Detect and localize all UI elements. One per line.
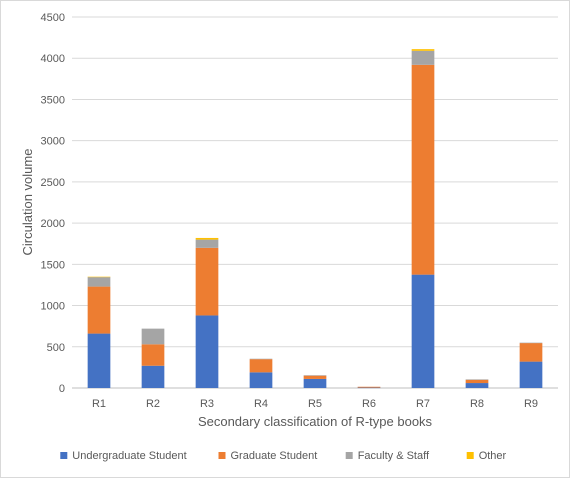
x-tick-label: R4 (254, 398, 268, 410)
bar-segment (303, 378, 327, 388)
bar-segment (357, 386, 381, 388)
bar-segment (303, 375, 327, 376)
bar-segment (411, 49, 435, 51)
y-tick-label: 500 (47, 342, 65, 354)
legend-swatch (466, 452, 474, 459)
x-tick-label: R5 (308, 398, 322, 410)
x-tick-label: R6 (362, 398, 376, 410)
bar-segment (249, 358, 273, 360)
y-tick-label: 4000 (41, 53, 65, 65)
legend-swatch (345, 452, 353, 459)
y-tick-label: 1000 (41, 301, 65, 313)
legend-label: Other (479, 450, 507, 462)
bar-segment (519, 343, 543, 362)
bar-segment (87, 277, 111, 287)
x-tick-label: R8 (470, 398, 484, 410)
y-tick-label: 3000 (41, 136, 65, 148)
bar-segment (249, 359, 273, 373)
bar-segment (357, 387, 381, 389)
y-tick-label: 1500 (41, 259, 65, 271)
x-tick-label: R1 (92, 398, 106, 410)
bar-segment (411, 50, 435, 65)
bar-segment (141, 344, 165, 366)
x-tick-labels: R1 R2 R3 R4 R5 R6 R7 R8 R9 (92, 398, 538, 410)
bar-segment (195, 247, 219, 316)
y-tick-label: 4500 (41, 12, 65, 24)
bar-segment (87, 276, 111, 278)
x-tick-label: R9 (524, 398, 538, 410)
y-tick-labels: 0 500 1000 1500 2000 2500 3000 3500 4000 4500 (41, 12, 65, 395)
x-tick-label: R7 (416, 398, 430, 410)
y-tick-label: 2000 (41, 218, 65, 230)
bar-segment (411, 64, 435, 275)
x-tick-label: R2 (146, 398, 160, 410)
y-tick-label: 0 (59, 383, 65, 395)
bar-segment (411, 274, 435, 388)
y-tick-label: 2500 (41, 177, 65, 189)
bar-segment (465, 379, 489, 384)
bar-segment (141, 365, 165, 388)
legend-swatch (60, 452, 68, 459)
bar-segment (249, 372, 273, 388)
bar-segment (519, 361, 543, 388)
x-tick-label: R3 (200, 398, 214, 410)
legend: Undergraduate Student Graduate Student Fac… (60, 450, 507, 462)
legend-label: Faculty & Staff (358, 450, 430, 462)
x-axis-title: Secondary classification of R-type books (198, 414, 433, 429)
y-axis-title: Circulation volume (20, 149, 35, 256)
bar-segment (519, 342, 543, 344)
y-tick-label: 3500 (41, 94, 65, 106)
bar-segment (465, 383, 489, 388)
bar-segment (87, 333, 111, 388)
legend-swatch (218, 452, 226, 459)
legend-label: Undergraduate Student (72, 450, 186, 462)
bar-segment (195, 315, 219, 388)
legend-label: Graduate Student (231, 450, 318, 462)
bar-segment (465, 379, 489, 380)
bar-segment (87, 286, 111, 334)
bar-segment (195, 239, 219, 248)
bars (87, 49, 543, 389)
bar-segment (195, 237, 219, 240)
bar-segment (303, 375, 327, 379)
bar-segment (141, 328, 165, 345)
